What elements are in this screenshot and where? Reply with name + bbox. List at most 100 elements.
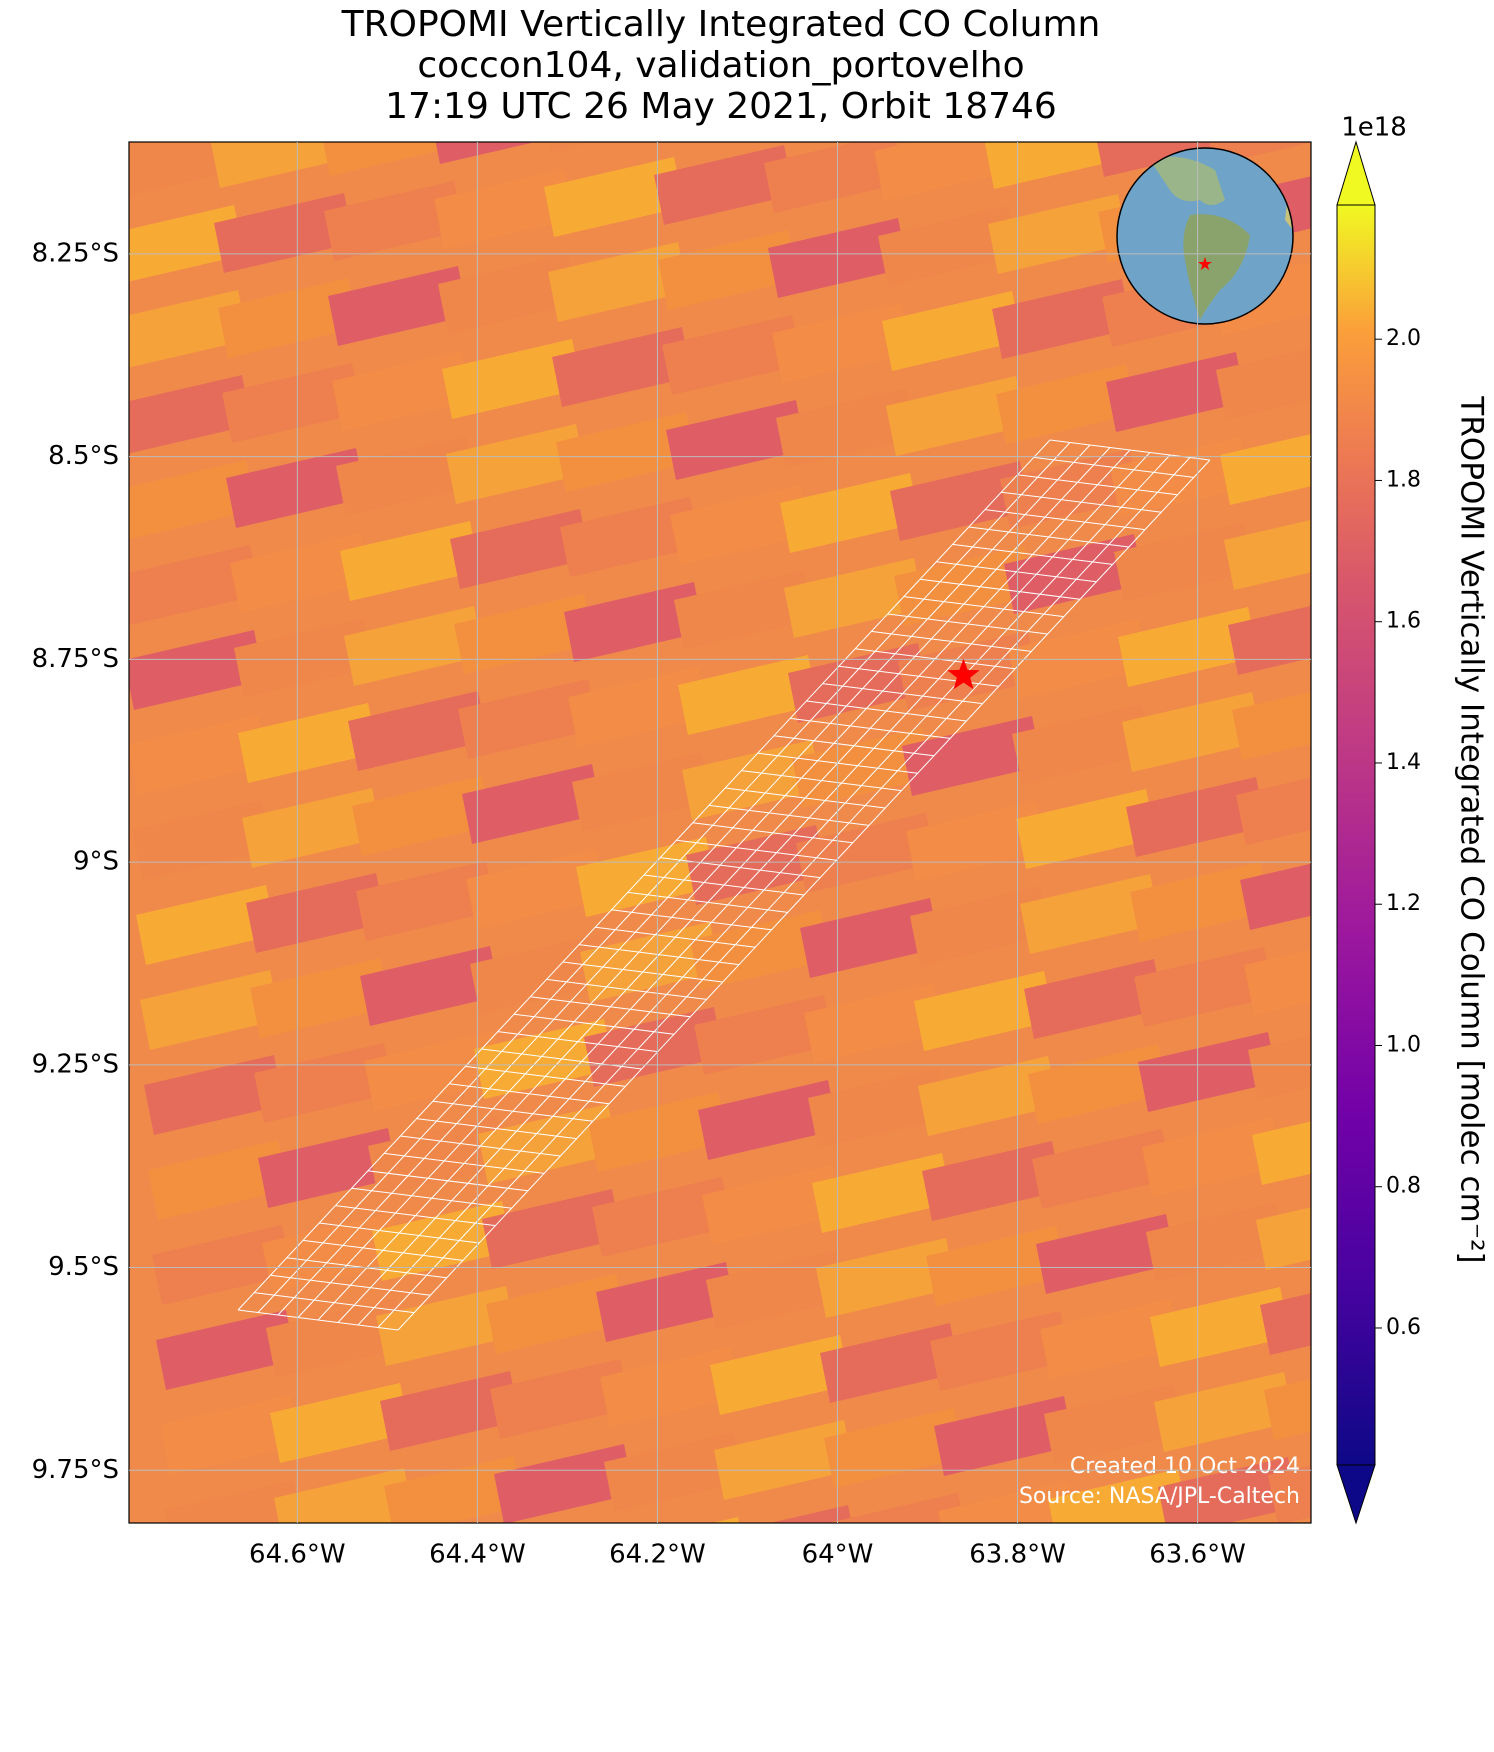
tile <box>906 801 1046 881</box>
tile <box>1310 0 1450 68</box>
tile <box>332 351 472 431</box>
tile <box>800 898 940 978</box>
tile <box>129 545 260 625</box>
colorbar-offset: 1e18 <box>1341 113 1407 143</box>
colorbar-tick-label: 1.6 <box>1386 609 1421 634</box>
tile <box>234 618 374 698</box>
tile <box>274 1468 414 1523</box>
y-tick-label: 9.25°S <box>32 1049 119 1079</box>
tile <box>1374 1348 1494 1428</box>
tile <box>494 1444 634 1523</box>
tile <box>784 558 924 638</box>
colorbar-tick-label: 0.6 <box>1386 1315 1421 1340</box>
tile <box>710 1335 850 1415</box>
tile <box>160 1395 300 1475</box>
tile <box>910 886 1050 966</box>
tile <box>878 206 1018 286</box>
tile <box>596 1262 736 1342</box>
tile <box>140 970 280 1050</box>
tile <box>132 800 272 880</box>
globe-inset: ★ <box>1116 147 1294 325</box>
y-tick-label: 9°S <box>73 847 119 877</box>
x-tick-label: 64.6°W <box>249 1540 346 1570</box>
tile <box>1260 1293 1311 1355</box>
tile <box>478 1104 618 1184</box>
tile <box>820 1323 960 1403</box>
tile <box>458 679 598 759</box>
tile <box>1016 789 1156 869</box>
tile <box>712 1517 740 1523</box>
tile <box>129 290 248 368</box>
tile <box>1232 691 1311 760</box>
tile <box>1224 519 1311 590</box>
tile <box>874 142 1014 201</box>
tile <box>714 1420 854 1500</box>
tile <box>678 655 818 735</box>
tile <box>218 278 358 358</box>
tile <box>380 1371 520 1451</box>
tile <box>1134 947 1274 1027</box>
tile <box>450 509 590 589</box>
tile <box>356 861 496 941</box>
y-tick-label: 8.75°S <box>32 644 119 674</box>
tile <box>1040 1299 1180 1379</box>
tile <box>340 521 480 601</box>
tile <box>584 1007 724 1087</box>
tile <box>368 1116 508 1196</box>
tile <box>328 266 468 346</box>
tile <box>1256 1207 1311 1270</box>
chart-title: 17:19 UTC 26 May 2021, Orbit 18746 <box>385 86 1057 127</box>
tile <box>250 958 390 1038</box>
site-marker <box>947 658 980 690</box>
annotation: Source: NASA/JPL-Caltech <box>1019 1484 1300 1509</box>
tile <box>770 1505 852 1523</box>
chart-title: TROPOMI Vertically Integrated CO Column <box>341 4 1101 45</box>
tile <box>890 461 1030 541</box>
tile <box>466 849 606 929</box>
tile <box>812 1153 952 1233</box>
tile <box>230 533 370 613</box>
tile <box>902 716 1042 796</box>
tile <box>1378 1433 1494 1513</box>
tile <box>654 145 794 225</box>
tile <box>226 448 366 528</box>
tile <box>324 181 464 261</box>
tile <box>1118 607 1258 687</box>
colorbar <box>1336 204 1376 1466</box>
tile <box>1268 1465 1311 1523</box>
tile <box>462 764 602 844</box>
y-tick-label: 8.5°S <box>48 441 119 471</box>
tile <box>238 703 378 783</box>
tile <box>662 315 802 395</box>
tile <box>914 971 1054 1051</box>
tile <box>604 1432 744 1512</box>
tile <box>242 788 382 868</box>
chart-title: coccon104, validation_portovelho <box>417 45 1024 86</box>
tile <box>1228 605 1311 675</box>
tile <box>588 1092 728 1172</box>
tile <box>768 218 908 298</box>
tile <box>1142 1117 1282 1197</box>
tile <box>1000 449 1140 529</box>
tile <box>152 1225 292 1305</box>
tile <box>1028 1044 1168 1124</box>
tile <box>1216 348 1311 420</box>
tile <box>1024 959 1164 1039</box>
tile <box>323 142 460 176</box>
tile <box>1090 12 1230 92</box>
tile <box>1020 874 1160 954</box>
tile <box>666 400 806 480</box>
colorbar-extend-min <box>1336 1464 1376 1525</box>
tile <box>694 995 834 1075</box>
tile <box>1114 522 1254 602</box>
tile <box>148 1140 288 1220</box>
tile <box>828 1493 964 1523</box>
tile <box>129 715 268 795</box>
x-tick-label: 64°W <box>802 1540 874 1570</box>
tile <box>926 1226 1066 1306</box>
tile <box>560 497 700 577</box>
map-background <box>129 0 1494 1523</box>
tile <box>934 1396 1074 1476</box>
tile <box>344 606 484 686</box>
